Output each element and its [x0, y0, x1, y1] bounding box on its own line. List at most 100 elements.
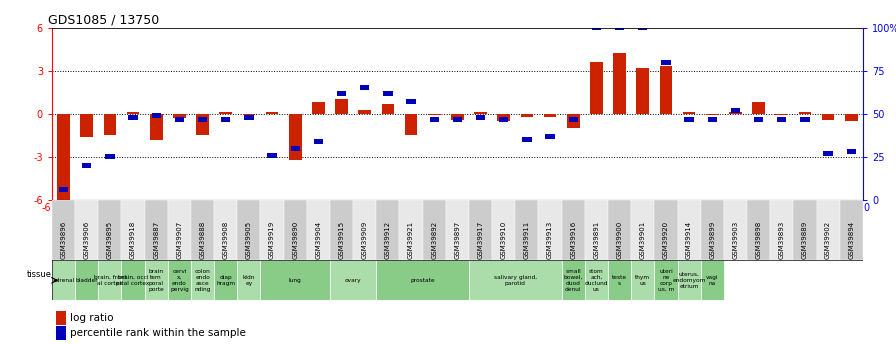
- Bar: [521, 114, 533, 117]
- Bar: [685, 117, 694, 121]
- Bar: [214, 260, 237, 300]
- Text: diap
hragm: diap hragm: [216, 275, 236, 286]
- Text: percentile rank within the sample: percentile rank within the sample: [70, 328, 246, 338]
- Text: GSM39921: GSM39921: [408, 221, 414, 259]
- Bar: [400, 200, 423, 260]
- Bar: [173, 114, 185, 118]
- Text: vagi
na: vagi na: [706, 275, 719, 286]
- Text: GDS1085 / 13750: GDS1085 / 13750: [47, 13, 159, 27]
- Text: bladder: bladder: [75, 278, 98, 283]
- Bar: [150, 114, 162, 140]
- Text: GSM39892: GSM39892: [431, 221, 437, 259]
- Bar: [474, 112, 487, 114]
- Bar: [499, 117, 508, 121]
- Text: GSM39915: GSM39915: [339, 221, 345, 259]
- Bar: [683, 112, 695, 114]
- Bar: [81, 114, 93, 137]
- Text: GSM39887: GSM39887: [153, 221, 159, 259]
- Bar: [701, 260, 724, 300]
- Bar: [407, 99, 416, 104]
- Text: GSM39910: GSM39910: [501, 221, 507, 259]
- Bar: [168, 200, 191, 260]
- Bar: [126, 112, 140, 114]
- Bar: [615, 25, 625, 30]
- Bar: [538, 200, 562, 260]
- Text: prostate: prostate: [410, 278, 435, 283]
- Bar: [476, 115, 486, 120]
- Bar: [428, 114, 441, 115]
- Bar: [585, 200, 608, 260]
- Bar: [631, 260, 654, 300]
- Bar: [75, 260, 99, 300]
- Bar: [56, 326, 65, 340]
- Bar: [284, 200, 306, 260]
- Bar: [168, 260, 191, 300]
- Text: GSM39888: GSM39888: [200, 221, 205, 259]
- Bar: [99, 200, 122, 260]
- Bar: [497, 114, 510, 121]
- Text: uteri
ne
corp
us, m: uteri ne corp us, m: [658, 269, 674, 292]
- Bar: [376, 200, 400, 260]
- Text: GSM39894: GSM39894: [849, 221, 854, 259]
- Text: GSM39905: GSM39905: [246, 221, 252, 259]
- Bar: [237, 260, 261, 300]
- Text: GSM39908: GSM39908: [223, 221, 228, 259]
- Bar: [822, 114, 834, 120]
- Bar: [636, 68, 649, 114]
- Bar: [383, 91, 392, 96]
- Text: GSM39893: GSM39893: [779, 221, 785, 259]
- Bar: [562, 200, 585, 260]
- Bar: [429, 117, 439, 121]
- Bar: [312, 102, 324, 114]
- Bar: [452, 117, 462, 121]
- Bar: [747, 200, 771, 260]
- Text: GSM39906: GSM39906: [83, 221, 90, 259]
- Text: brain, front
al cortex: brain, front al cortex: [93, 275, 126, 286]
- Bar: [104, 114, 116, 136]
- Bar: [522, 137, 531, 142]
- Bar: [823, 151, 832, 156]
- Text: GSM39900: GSM39900: [616, 221, 623, 259]
- Bar: [221, 117, 230, 121]
- Bar: [654, 200, 677, 260]
- Bar: [661, 60, 670, 65]
- Bar: [266, 112, 279, 114]
- Bar: [56, 312, 65, 325]
- Text: GSM39913: GSM39913: [547, 221, 553, 259]
- Bar: [847, 149, 856, 154]
- Text: GSM39889: GSM39889: [802, 221, 808, 259]
- Bar: [793, 200, 816, 260]
- Text: thym
us: thym us: [635, 275, 650, 286]
- Bar: [353, 200, 376, 260]
- Bar: [214, 200, 237, 260]
- Bar: [175, 117, 184, 121]
- Bar: [198, 117, 207, 121]
- Text: salivary gland,
parotid: salivary gland, parotid: [494, 275, 537, 286]
- Bar: [701, 200, 724, 260]
- Text: ovary: ovary: [345, 278, 361, 283]
- Bar: [567, 114, 580, 128]
- Bar: [585, 260, 608, 300]
- Bar: [220, 112, 232, 114]
- Bar: [52, 260, 75, 300]
- Bar: [708, 117, 717, 121]
- Text: GSM39920: GSM39920: [663, 221, 669, 259]
- Text: small
bowel,
duod
denui: small bowel, duod denui: [564, 269, 583, 292]
- Text: GSM39919: GSM39919: [269, 221, 275, 259]
- Bar: [777, 117, 787, 121]
- Text: GSM39902: GSM39902: [825, 221, 831, 259]
- Text: GSM39918: GSM39918: [130, 221, 136, 259]
- Text: brain, occi
pital cortex: brain, occi pital cortex: [116, 275, 150, 286]
- Bar: [613, 53, 626, 114]
- Bar: [771, 200, 793, 260]
- Text: 0: 0: [864, 203, 869, 213]
- Bar: [562, 260, 585, 300]
- Bar: [306, 200, 330, 260]
- Bar: [330, 200, 353, 260]
- Bar: [196, 114, 209, 136]
- Bar: [451, 114, 464, 120]
- Text: -6: -6: [42, 203, 51, 213]
- Text: log ratio: log ratio: [70, 313, 113, 323]
- Text: adrenal: adrenal: [53, 278, 74, 283]
- Text: GSM39898: GSM39898: [755, 221, 762, 259]
